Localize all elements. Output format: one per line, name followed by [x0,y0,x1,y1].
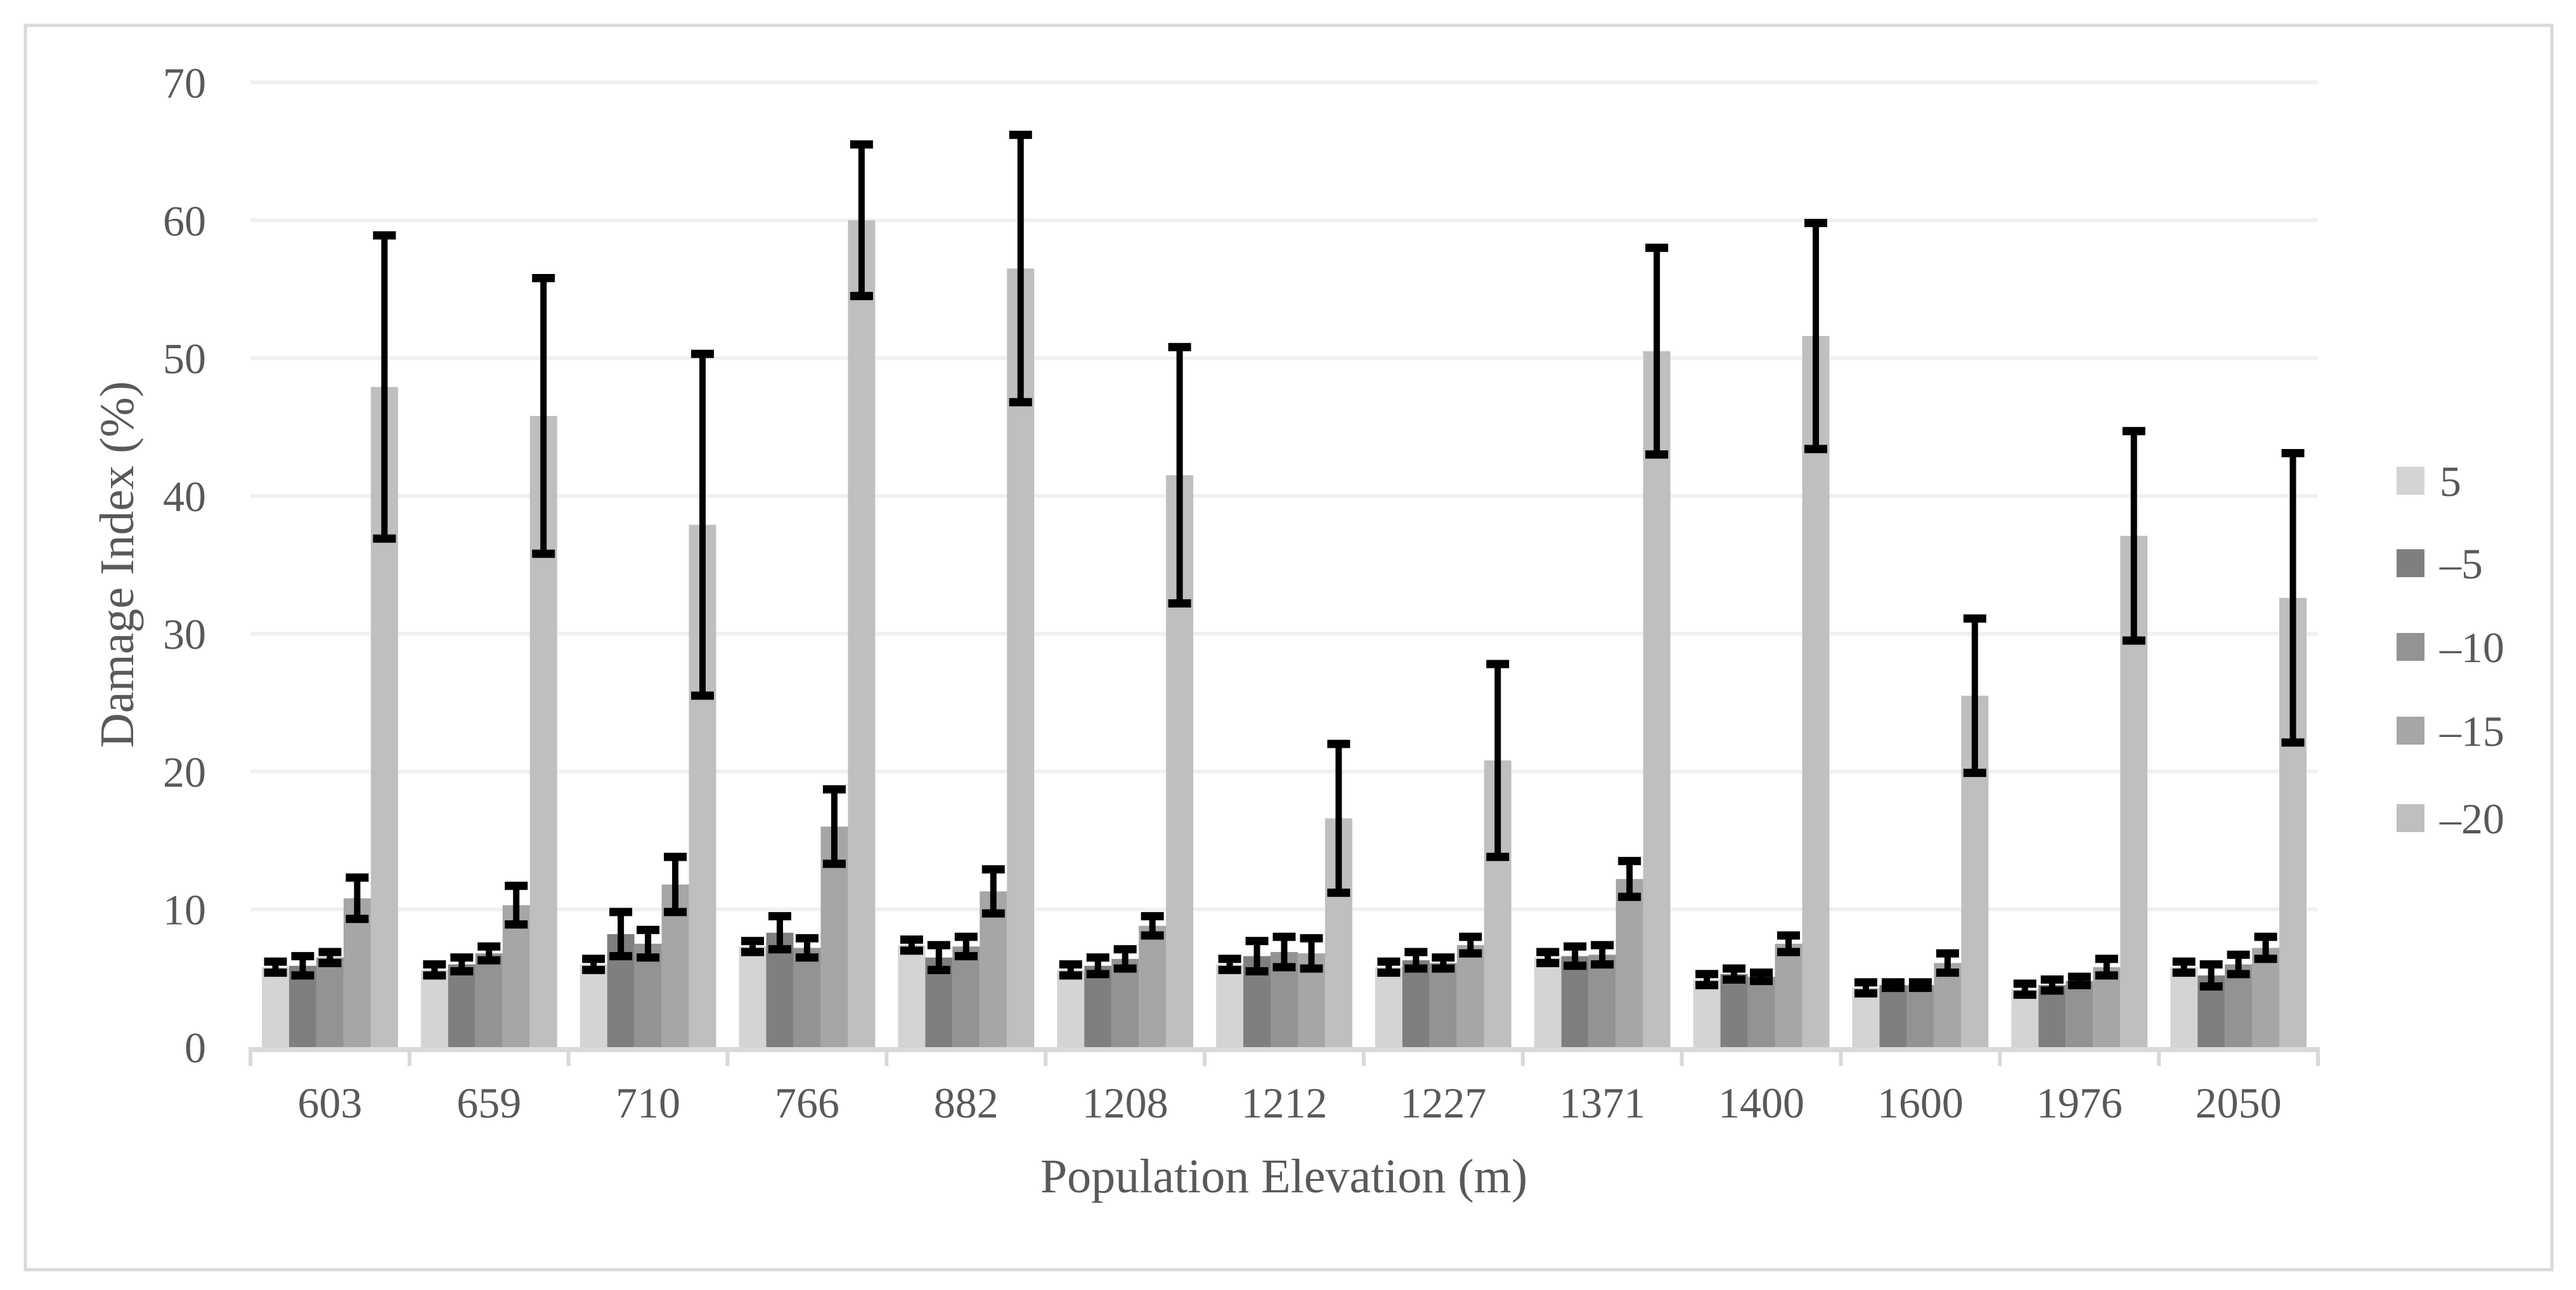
x-tick-label: 603 [297,1079,362,1127]
x-tick-label: 1212 [1241,1079,1328,1127]
x-tick-label: 882 [934,1079,999,1127]
x-tick-label: 1400 [1718,1079,1804,1127]
bar-–10-603 [316,957,344,1047]
bar-–15-1600 [1934,963,1962,1047]
legend-swatch [2397,717,2424,745]
legend-swatch [2397,549,2424,577]
x-tick-label: 766 [775,1079,839,1127]
bar-–5-659 [448,964,476,1047]
bar-–15-1227 [1456,945,1484,1047]
legend-swatch [2397,804,2424,832]
bar-–10-1227 [1429,963,1457,1047]
bar-5-1400 [1693,979,1721,1047]
legend-swatch [2397,467,2424,495]
y-tick-label: 70 [163,59,206,107]
bar-–15-603 [343,898,371,1047]
bar-–5-1208 [1084,965,1112,1047]
error-bars [264,131,2305,999]
bar-–20-766 [848,220,876,1048]
bar-–15-1400 [1775,944,1803,1047]
x-tick-label: 1208 [1082,1079,1168,1127]
y-tick-label: 30 [163,610,206,658]
bar-–20-1400 [1802,336,1830,1048]
bar-–5-1371 [1561,956,1589,1047]
x-tick-label: 1976 [2036,1079,2123,1127]
bar-5-603 [262,967,289,1047]
bar-–10-1208 [1111,958,1139,1047]
bar-–15-659 [502,905,530,1047]
legend-label: –15 [2439,707,2504,755]
bar-–15-1371 [1615,878,1643,1047]
bar-–10-766 [793,948,821,1047]
x-tick-label: 1600 [1877,1079,1964,1127]
legend-swatch [2397,633,2424,661]
y-tick-label: 50 [163,335,206,383]
bar-5-1976 [2011,989,2039,1047]
bar-–10-1371 [1588,954,1616,1047]
x-axis: 603 659 710 766 882 1208 1212 1227 1371 1400 1600 1… [249,1047,2320,1127]
bar-5-659 [420,970,448,1047]
legend-label: –10 [2439,623,2504,672]
bar-–10-2050 [2225,964,2253,1047]
legend: 5 –5 –10 –15 –20 [2397,457,2504,843]
bar-–15-1976 [2093,967,2121,1047]
bar-–5-1400 [1720,974,1748,1047]
legend-label: 5 [2440,457,2461,505]
y-tick-label: 40 [163,472,206,521]
bar-5-1212 [1216,964,1244,1047]
legend-label: –20 [2439,795,2504,843]
bar-5-1600 [1852,987,1880,1047]
bar-5-882 [898,945,926,1047]
x-tick-label: 1227 [1400,1079,1486,1127]
x-axis-title: Population Elevation (m) [1040,1150,1527,1203]
bar-–20-1371 [1643,351,1671,1047]
bar-–10-1400 [1747,977,1775,1047]
bar-5-710 [579,964,607,1047]
x-tick-label: 2050 [2196,1079,2282,1127]
y-tick-label: 60 [163,197,206,245]
y-tick-label: 20 [163,748,206,796]
bar-5-1371 [1534,957,1562,1047]
bar-–10-1600 [1906,985,1934,1047]
bar-5-1227 [1375,967,1402,1047]
bar-–10-1976 [2066,981,2094,1047]
bar-–5-1976 [2038,985,2066,1047]
y-tick-label: 0 [184,1024,206,1072]
bar-–5-1227 [1402,960,1430,1047]
bar-–15-1208 [1139,925,1167,1047]
y-tick-label: 10 [163,886,206,934]
x-tick-label: 1371 [1559,1079,1645,1127]
x-tick-label: 710 [616,1079,680,1127]
y-tick-labels: 0 10 20 30 40 50 60 70 [163,59,206,1072]
x-tick-label: 659 [456,1079,521,1127]
bar-5-1208 [1057,970,1085,1047]
bar-5-766 [739,946,767,1047]
y-axis-title: Damage Index (%) [91,381,144,748]
bar-–10-659 [475,953,503,1047]
legend-label: –5 [2439,540,2483,588]
bar-–15-2050 [2252,948,2280,1047]
bars [262,220,2307,1048]
bar-5-2050 [2170,967,2198,1047]
bar-–10-882 [952,946,980,1047]
bar-–5-1600 [1879,985,1907,1047]
